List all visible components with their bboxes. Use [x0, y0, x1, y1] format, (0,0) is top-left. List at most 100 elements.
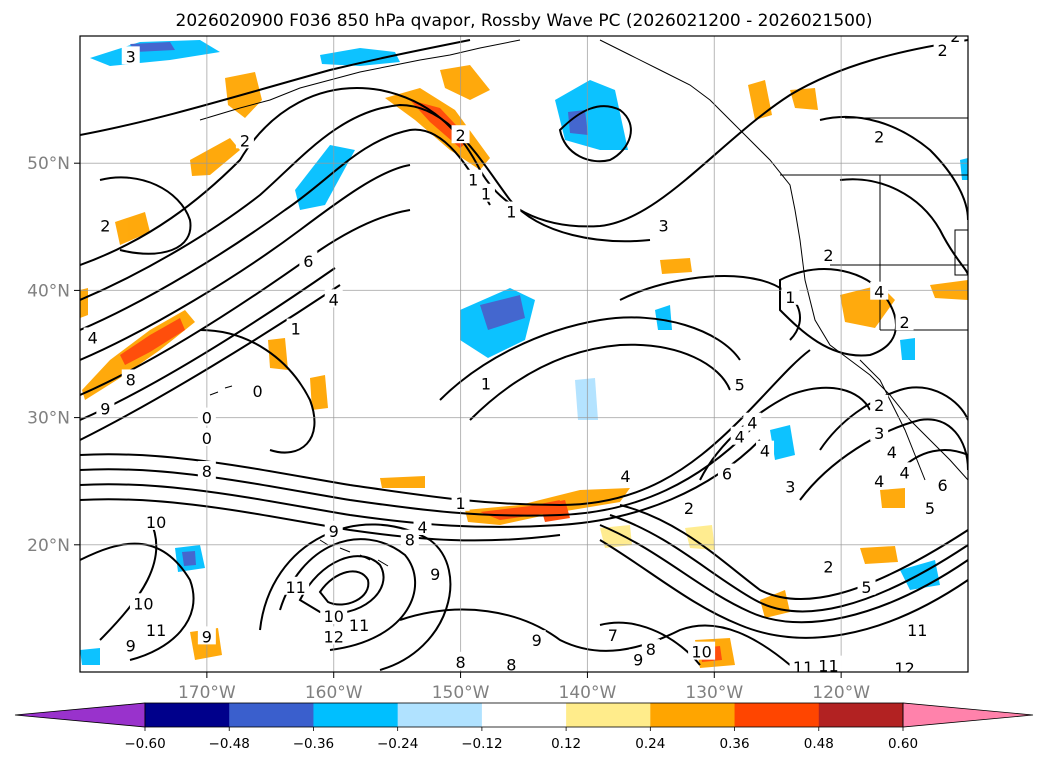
contour-label: 3 [874, 424, 884, 443]
lon-tick-label: 170°W [178, 683, 236, 703]
contour-label-bg [933, 475, 952, 494]
contour-label: 1 [468, 171, 478, 190]
lat-tick-label: 30°N [27, 409, 70, 429]
contour-label-bg [121, 46, 140, 65]
contour-label: 8 [126, 370, 136, 389]
contour-label-bg [654, 215, 673, 234]
colorbar-segment [229, 703, 314, 727]
contour-label-bg [895, 462, 914, 481]
latitude-tick-labels: 20°N 30°N 40°N 50°N [27, 154, 70, 556]
contour-label-bg [756, 440, 775, 459]
contour-label-bg [717, 463, 736, 482]
contour-label: 1 [455, 494, 465, 513]
contour-label: 4 [760, 442, 770, 461]
contour-label-bg [451, 492, 470, 511]
colorbar-tick-label: −0.12 [461, 736, 502, 752]
contour-label: 0 [253, 382, 263, 401]
contour-label: 4 [874, 283, 884, 302]
contour-label: 9 [329, 522, 339, 541]
colorbar-segment [734, 703, 820, 727]
lon-tick-label: 130°W [685, 683, 743, 703]
contour-label-bg [933, 39, 952, 58]
contour-label-bg [743, 412, 762, 431]
contour-label: 9 [430, 565, 440, 584]
colorbar-tick-label: 0.36 [720, 736, 750, 752]
contour-label-bg [870, 422, 889, 441]
contour-label-bg [730, 426, 749, 445]
contour-label: 2 [455, 126, 465, 145]
contour-label-bg [857, 576, 876, 595]
contour-label-bg [789, 656, 817, 672]
colorbar-segment [566, 703, 651, 727]
contour-label-bg [142, 620, 170, 639]
contour-label-bg [96, 398, 115, 417]
contour-label-bg [96, 215, 115, 234]
contour-label-bg [688, 641, 716, 660]
contour-label-bg [882, 441, 901, 460]
contour-label: 11 [146, 621, 166, 640]
contour-label: 7 [608, 626, 618, 645]
contour-label-bg [286, 318, 305, 337]
contour-label: 3 [126, 47, 136, 66]
contour-label: 1 [506, 203, 516, 222]
colorbar-segment [650, 703, 736, 727]
chart-title: 2026020900 F036 850 hPa qvapor, Rossby W… [176, 11, 873, 31]
contour-label: 2 [874, 127, 884, 146]
colorbar-segment [313, 703, 399, 727]
colorbar-tick-label: −0.60 [124, 736, 165, 752]
contour-label-bg [641, 639, 660, 658]
contour-label-bg [781, 286, 800, 305]
contour-label: 11 [907, 621, 927, 640]
contour-label: 12 [894, 659, 914, 678]
contour-label: 4 [887, 443, 897, 462]
longitude-tick-labels: 170°W 160°W 150°W 140°W 130°W 120°W [178, 683, 870, 703]
colorbar-segment [481, 703, 567, 727]
contour-label: 0 [202, 409, 212, 428]
contour-label: 8 [202, 462, 212, 481]
contour-label-bg [679, 497, 698, 516]
colorbar-tick-labels: −0.60 −0.48 −0.36 −0.24 −0.12 0.12 0.24 0.36 0.4… [124, 727, 918, 752]
contour-label-bg [502, 654, 521, 672]
contour-label-bg [320, 626, 348, 645]
contour-label-bg [451, 125, 470, 144]
lon-tick-label: 120°W [812, 683, 870, 703]
contour-label: 11 [349, 616, 369, 635]
contour-label: 1 [481, 185, 491, 204]
contour-label: 12 [324, 627, 344, 646]
contour-label-bg [464, 169, 483, 188]
colorbar-tick-label: −0.36 [293, 736, 334, 752]
negative-anomaly-shading [80, 40, 968, 665]
contour-label: 4 [735, 428, 745, 447]
contour-label: 10 [324, 607, 344, 626]
colorbar [14, 702, 1034, 728]
contour-label-bg [870, 394, 889, 413]
contour-label-bg [870, 126, 889, 145]
lat-tick-label: 40°N [27, 281, 70, 301]
contour-label: 4 [88, 328, 98, 347]
contour-label: 11 [818, 657, 838, 676]
contour-label: 8 [405, 531, 415, 550]
map-background [80, 36, 968, 672]
contour-label-bg [197, 427, 216, 446]
contour-label-bg [324, 520, 343, 539]
contour-label-bg [903, 620, 931, 639]
contour-label: 4 [874, 472, 884, 491]
contour-label-bg [426, 564, 445, 583]
contour-label: 2 [938, 41, 948, 60]
contour-label: 2 [100, 217, 110, 236]
colorbar-tick-label: 0.12 [551, 736, 581, 752]
colorbar-tick-label: 0.24 [635, 736, 665, 752]
contour-label: 2 [823, 246, 833, 265]
contour-label-bg [324, 289, 343, 308]
colorbar-tick-label: 0.60 [888, 736, 918, 752]
contour-label-bg [476, 183, 495, 202]
contour-label: 2 [823, 557, 833, 576]
contour-label: 11 [285, 578, 305, 597]
contour-label-bg [946, 36, 965, 44]
colorbar-tick-label: 0.48 [804, 736, 834, 752]
contour-label: 6 [722, 465, 732, 484]
contour-label: 8 [506, 655, 516, 674]
contour-label-bg [400, 529, 419, 548]
contour-label-bg [121, 635, 140, 654]
